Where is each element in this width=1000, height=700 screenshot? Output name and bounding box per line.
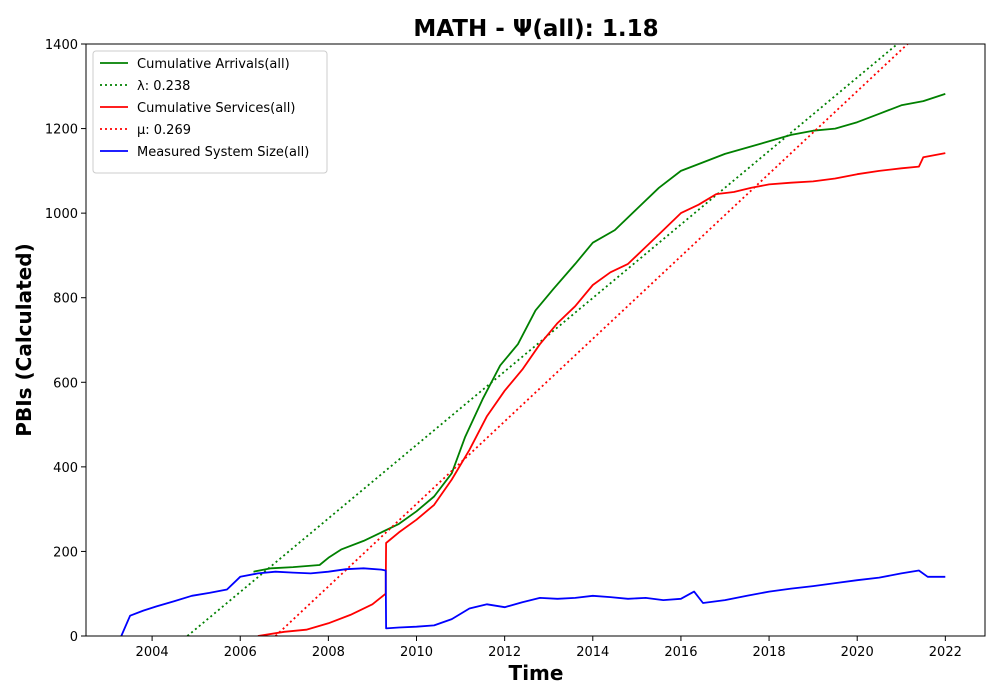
x-tick-label: 2022: [929, 645, 962, 660]
legend-label-4: Measured System Size(all): [137, 145, 309, 160]
x-tick-label: 2012: [488, 645, 521, 660]
x-tick-label: 2008: [312, 645, 345, 660]
y-axis-label: PBIs (Calculated): [12, 243, 36, 436]
x-tick-label: 2010: [400, 645, 433, 660]
x-axis-label: Time: [509, 661, 564, 685]
legend: Cumulative Arrivals(all) λ: 0.238 Cumulati…: [93, 51, 327, 173]
y-tick-label: 1200: [45, 123, 78, 138]
series-line-2: [258, 153, 945, 636]
legend-label-0: Cumulative Arrivals(all): [137, 57, 290, 72]
legend-label-3: μ: 0.269: [137, 123, 191, 138]
series-line-3: [276, 33, 919, 636]
x-tick-label: 2006: [224, 645, 257, 660]
y-tick-label: 400: [53, 461, 78, 476]
x-tick-label: 2016: [664, 645, 697, 660]
y-tick-label: 800: [53, 292, 78, 307]
x-tick-label: 2004: [136, 645, 169, 660]
y-tick-label: 0: [70, 630, 78, 645]
series-line-0: [254, 94, 946, 572]
y-tick-label: 1400: [45, 38, 78, 53]
x-tick-label: 2018: [753, 645, 786, 660]
y-tick-label: 1000: [45, 207, 78, 222]
x-tick-label: 2014: [576, 645, 609, 660]
y-tick-label: 600: [53, 376, 78, 391]
y-tick-label: 200: [53, 545, 78, 560]
legend-label-2: Cumulative Services(all): [137, 101, 295, 116]
x-tick-label: 2020: [841, 645, 874, 660]
chart-title: MATH - Ψ(all): 1.18: [413, 16, 658, 42]
legend-label-1: λ: 0.238: [137, 79, 190, 94]
series-line-4: [121, 568, 945, 636]
